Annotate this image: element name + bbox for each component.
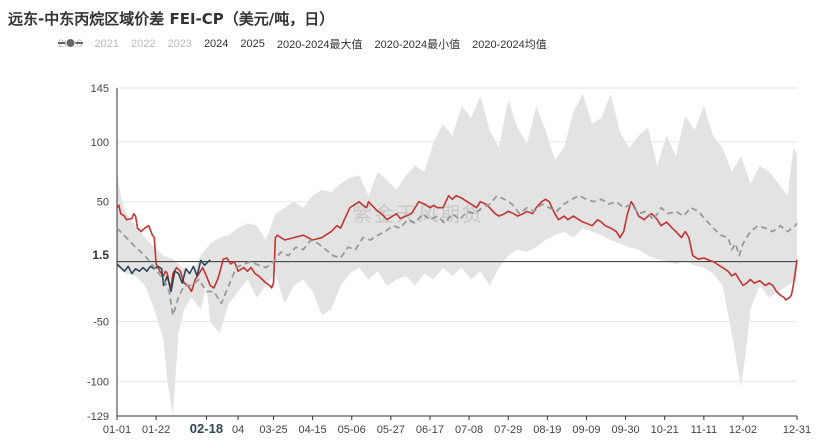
x-tick-label: 05-27: [377, 424, 405, 436]
x-tick-label: 07-29: [494, 424, 522, 436]
chart-legend: 2020202120222023202420252020-2024最大值2020…: [58, 36, 559, 52]
x-tick-label: 04-15: [299, 424, 327, 436]
x-tick-label: 12-31: [783, 424, 811, 436]
x-tick-label: 01-22: [142, 424, 170, 436]
y-tick-label: -100: [87, 376, 109, 388]
y-tick-label: 145: [91, 83, 109, 95]
watermark: 紫金天风期货: [352, 202, 484, 226]
x-tick-label: 06-17: [416, 424, 444, 436]
legend-label: 2024: [203, 38, 229, 50]
x-tick-label: 04: [232, 424, 244, 436]
x-tick-label: 09-09: [572, 424, 600, 436]
x-tick-label: 11-11: [691, 424, 718, 436]
series-line-2025: [116, 259, 211, 293]
legend-item-2020-2024均值[interactable]: 2020-2024均值: [58, 36, 547, 52]
x-tick-label: 10-21: [651, 424, 679, 436]
chart-title: 远东-中东丙烷区域价差 FEI-CP（美元/吨，日）: [8, 10, 335, 28]
x-tick-label: 09-30: [612, 424, 640, 436]
series-line-2020-2024均值: [116, 194, 798, 317]
legend-label: 2022: [130, 38, 156, 50]
x-tick-label: 05-06: [338, 424, 366, 436]
legend-line-icon: [58, 38, 83, 48]
range-band: [117, 94, 797, 415]
x-tick-label: 01-01: [103, 424, 131, 436]
y-tick-label: 100: [91, 137, 109, 149]
y-tick-label: -50: [93, 316, 109, 328]
y-tick-label: -129: [87, 411, 109, 423]
x-tick-label: 02-18: [190, 421, 223, 436]
legend-label: 2023: [167, 38, 192, 50]
legend-label: 2020-2024均值: [472, 39, 547, 51]
x-tick-label: 07-08: [455, 424, 483, 436]
highlight-y-label: 1.5: [92, 248, 109, 262]
x-tick-label: 08-19: [533, 424, 561, 436]
series-line-2024: [116, 194, 798, 301]
legend-label: 2020-2024最大值: [276, 39, 363, 51]
legend-label: 2025: [240, 38, 265, 50]
x-tick-label: 12-02: [729, 424, 757, 436]
legend-label: 2021: [94, 38, 119, 50]
x-tick-label: 03-25: [259, 424, 287, 436]
y-tick-label: 50: [97, 197, 109, 209]
legend-label: 2020-2024最小值: [374, 39, 461, 51]
